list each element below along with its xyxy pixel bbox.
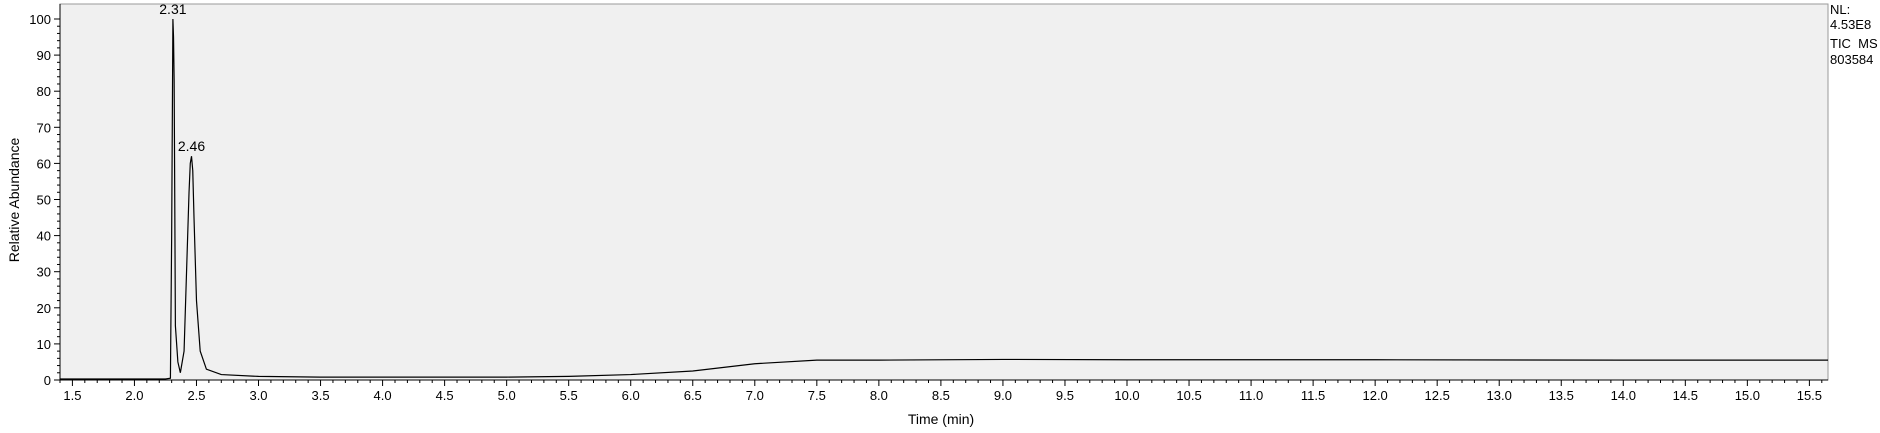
x-tick-label: 5.5 xyxy=(560,388,578,403)
x-tick-label: 11.5 xyxy=(1301,388,1325,403)
x-tick-label: 14.0 xyxy=(1611,388,1636,403)
x-tick-label: 6.5 xyxy=(684,388,702,403)
x-tick-label: 10.5 xyxy=(1176,388,1201,403)
nl-value: 4.53E8 xyxy=(1830,17,1871,32)
y-tick-label: 70 xyxy=(37,120,51,135)
y-tick-label: 40 xyxy=(37,229,51,244)
x-axis-title: Time (min) xyxy=(908,411,974,427)
x-tick-label: 12.0 xyxy=(1362,388,1387,403)
trace-info: NL: 4.53E8 TIC MS 803584 xyxy=(1830,2,1878,67)
y-axis: 0 10 20 30 40 50 60 70 80 90 100 xyxy=(29,4,60,388)
nl-label: NL: xyxy=(1830,2,1850,17)
x-tick-label: 8.0 xyxy=(870,388,888,403)
y-tick-label: 0 xyxy=(44,373,51,388)
x-tick-label: 7.0 xyxy=(746,388,764,403)
x-tick-label: 2.5 xyxy=(187,388,205,403)
plot-area xyxy=(60,4,1828,380)
y-tick-label: 50 xyxy=(37,193,51,208)
x-tick-label: 11.0 xyxy=(1239,388,1263,403)
x-axis: 1.5 2.0 2.5 3.0 3.5 4.0 4.5 5.0 5.5 6.0 6.5 7.0 7.5 8… xyxy=(60,380,1828,403)
x-tick-label: 9.5 xyxy=(1056,388,1074,403)
x-tick-label: 15.0 xyxy=(1735,388,1760,403)
x-tick-label: 6.0 xyxy=(622,388,640,403)
y-tick-label: 100 xyxy=(29,12,51,27)
x-tick-label: 1.5 xyxy=(63,388,81,403)
y-tick-label: 60 xyxy=(37,156,51,171)
y-tick-label: 30 xyxy=(37,265,51,280)
x-tick-label: 15.5 xyxy=(1797,388,1822,403)
x-tick-label: 10.0 xyxy=(1114,388,1139,403)
x-tick-label: 9.0 xyxy=(994,388,1012,403)
peak-label: 2.31 xyxy=(159,1,186,17)
x-tick-label: 3.5 xyxy=(312,388,330,403)
y-tick-label: 10 xyxy=(37,337,51,352)
x-tick-label: 4.0 xyxy=(374,388,392,403)
y-tick-label: 90 xyxy=(37,48,51,63)
peak-label: 2.46 xyxy=(178,138,205,154)
x-tick-label: 7.5 xyxy=(808,388,826,403)
x-tick-label: 13.5 xyxy=(1549,388,1574,403)
sample-id: 803584 xyxy=(1830,52,1873,67)
y-axis-title: Relative Abundance xyxy=(6,138,22,263)
y-tick-label: 80 xyxy=(37,84,51,99)
y-tick-label: 20 xyxy=(37,301,51,316)
x-tick-label: 13.0 xyxy=(1487,388,1512,403)
x-tick-label: 3.0 xyxy=(249,388,267,403)
x-tick-label: 5.0 xyxy=(498,388,516,403)
x-tick-label: 8.5 xyxy=(932,388,950,403)
x-tick-label: 2.0 xyxy=(125,388,143,403)
x-tick-label: 4.5 xyxy=(436,388,454,403)
x-tick-label: 12.5 xyxy=(1425,388,1450,403)
trace-label: TIC MS xyxy=(1830,36,1878,51)
x-tick-label: 14.5 xyxy=(1673,388,1698,403)
